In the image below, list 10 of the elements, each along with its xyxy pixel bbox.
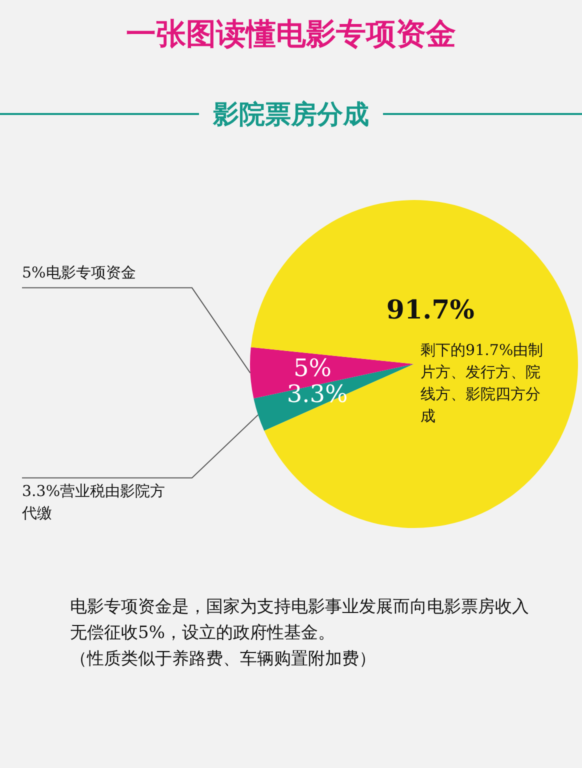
slice-label: 3.3%营业税由影院方代缴 [21, 482, 166, 522]
data-label: 5% [293, 354, 332, 382]
data-label: 3.3% [286, 380, 348, 408]
text: （性质类似于养路费、车辆购置附加费） [70, 648, 377, 671]
chart-subtitle: 影院票房分成 [212, 98, 370, 132]
slice-label: 5%电影专项资金 [22, 264, 136, 282]
data-label: 91.7% [386, 295, 475, 326]
slice-label: 剩下的91.7%由制片方、发行方、院线方、影院四方分成 [420, 340, 544, 425]
chart-title: 一张图读懂电影专项资金 [125, 16, 457, 54]
text: 电影专项资金是，国家为支持电影事业发展而向电影票房收入无偿征收5%，设立的政府性基金。 [70, 596, 530, 645]
